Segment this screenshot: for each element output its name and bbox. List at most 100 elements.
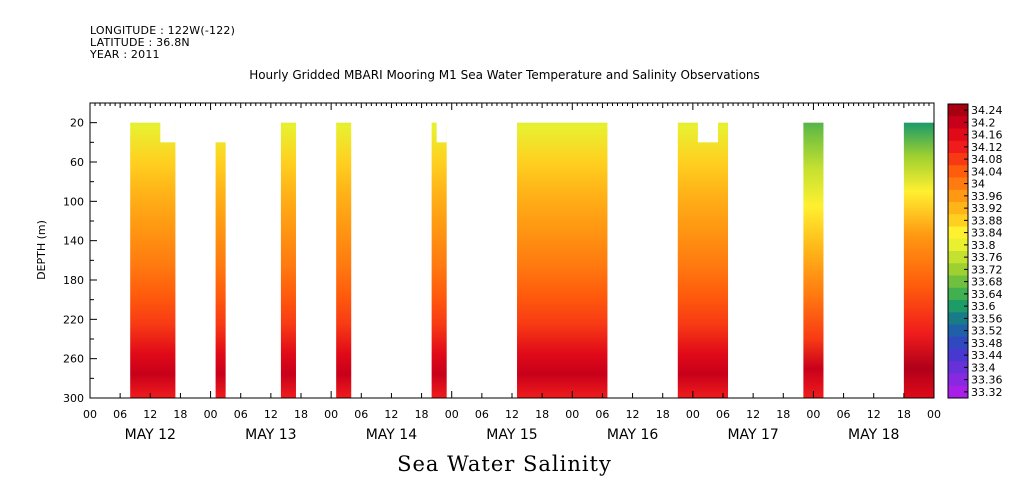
x-tick-label: 12 (143, 408, 157, 421)
x-tick-label: 00 (83, 408, 97, 421)
x-tick-label: 12 (264, 408, 278, 421)
colorbar-swatch (948, 373, 968, 387)
colorbar-swatch (948, 202, 968, 215)
latitude-label: LATITUDE : 36.8N (90, 36, 190, 49)
chart-title: Hourly Gridded MBARI Mooring M1 Sea Wate… (249, 68, 760, 82)
x-day-label: MAY 17 (727, 427, 778, 443)
colorbar-swatch (948, 104, 968, 117)
x-tick-label: 06 (595, 408, 609, 421)
y-tick-label: 180 (63, 274, 84, 287)
colorbar-swatch (948, 251, 968, 264)
colorbar-label: 33.92 (971, 202, 1003, 215)
colorbar-frame (947, 103, 969, 399)
x-tick-label: 00 (686, 408, 700, 421)
x-tick-label: 12 (626, 408, 640, 421)
colorbar-label: 33.64 (971, 288, 1003, 301)
colorbar-label: 33.4 (971, 361, 996, 374)
y-tick-label: 20 (70, 117, 84, 130)
colorbar-label: 33.36 (971, 374, 1003, 387)
colorbar-label: 33.68 (971, 276, 1003, 289)
x-tick-label: 00 (565, 408, 579, 421)
x-day-label: MAY 15 (486, 427, 537, 443)
colorbar-label: 33.72 (971, 263, 1003, 276)
colorbar-label: 33.56 (971, 312, 1003, 325)
data-segment (677, 122, 729, 399)
x-tick-label: 12 (505, 408, 519, 421)
data-segment (431, 122, 447, 399)
colorbar-label: 34.2 (971, 116, 996, 129)
colorbar-swatch (948, 128, 968, 142)
x-tick-label: 06 (113, 408, 127, 421)
colorbar-label: 33.8 (971, 239, 996, 252)
x-tick-label: 00 (324, 408, 338, 421)
x-tick-label: 18 (173, 408, 187, 421)
colorbar-label: 34.08 (971, 153, 1003, 166)
colorbar-swatch (948, 189, 968, 203)
x-tick-label: 00 (204, 408, 218, 421)
colorbar-label: 33.32 (971, 386, 1003, 399)
colorbar-swatch (948, 349, 968, 362)
colorbar-swatch (948, 385, 968, 399)
x-tick-label: 06 (234, 408, 248, 421)
y-tick-label: 140 (63, 235, 84, 248)
y-tick-label: 100 (63, 195, 84, 208)
y-tick-label: 260 (63, 353, 84, 366)
x-day-label: MAY 16 (607, 427, 658, 443)
y-tick-label: 60 (70, 156, 84, 169)
longitude-label: LONGITUDE : 122W(-122) (90, 24, 236, 37)
colorbar-label: 33.76 (971, 251, 1003, 264)
x-tick-label: 18 (415, 408, 429, 421)
data-segment (215, 142, 226, 398)
colorbar-label: 33.44 (971, 349, 1003, 362)
x-tick-label: 00 (806, 408, 820, 421)
x-tick-label: 06 (716, 408, 730, 421)
bottom-title: Sea Water Salinity (397, 452, 612, 476)
data-gap (436, 121, 447, 143)
data-segment (517, 122, 608, 399)
colorbar-label: 33.96 (971, 190, 1003, 203)
colorbar-swatch (948, 153, 968, 166)
data-segment (903, 122, 934, 399)
colorbar-label: 34 (971, 178, 985, 191)
colorbar-label: 33.48 (971, 337, 1003, 350)
x-tick-label: 18 (776, 408, 790, 421)
colorbar-swatch (948, 361, 968, 374)
colorbar-swatch (948, 238, 968, 252)
colorbar-swatch (948, 336, 968, 350)
data-segment (280, 122, 296, 399)
colorbar-label: 34.24 (971, 104, 1003, 117)
colorbar-label: 33.88 (971, 214, 1003, 227)
colorbar-swatch (948, 300, 968, 313)
colorbar-swatch (948, 275, 968, 289)
x-tick-label: 18 (535, 408, 549, 421)
x-tick-label: 06 (475, 408, 489, 421)
colorbar-swatch (948, 140, 968, 154)
axes-layer: 20 60 100 140 180 220 260 300 00 06 12 18 00 06 12 18 00… (63, 103, 941, 443)
colorbar-label: 34.12 (971, 141, 1003, 154)
colorbar-swatch (948, 214, 968, 227)
x-tick-label: 06 (354, 408, 368, 421)
colorbar-label: 33.84 (971, 227, 1003, 240)
colorbar-label: 33.52 (971, 325, 1003, 338)
x-tick-label: 06 (837, 408, 851, 421)
colorbar-swatch (948, 165, 968, 178)
x-tick-label: 18 (294, 408, 308, 421)
colorbar-swatch (948, 226, 968, 240)
data-segment (803, 122, 824, 399)
x-tick-label: 12 (746, 408, 760, 421)
x-day-label: MAY 12 (125, 427, 176, 443)
x-tick-label: 18 (897, 408, 911, 421)
x-day-label: MAY 18 (848, 427, 899, 443)
colorbar: 34.2434.234.1634.1234.0834.043433.9633.9… (947, 103, 1003, 399)
colorbar-label: 33.6 (971, 300, 996, 313)
colorbar-label: 34.04 (971, 165, 1003, 178)
colorbar-swatch (948, 287, 968, 301)
data-gap (160, 121, 176, 143)
data-layer (130, 121, 934, 399)
colorbar-swatch (948, 312, 968, 325)
x-tick-label: 12 (867, 408, 881, 421)
x-day-label: MAY 13 (245, 427, 296, 443)
colorbar-label: 34.16 (971, 129, 1003, 142)
colorbar-swatch (948, 263, 968, 276)
